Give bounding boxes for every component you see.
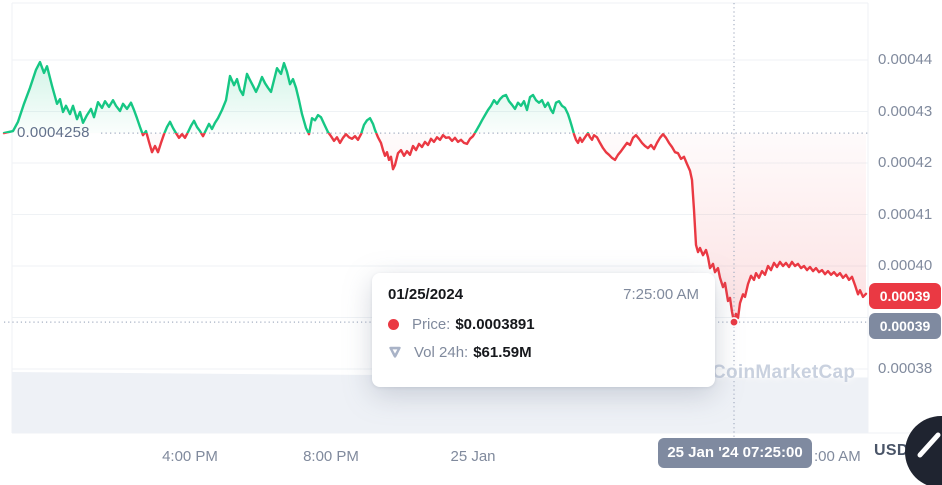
volume-marker-icon — [388, 346, 402, 359]
price-line-down — [2, 133, 868, 324]
floating-action-button[interactable] — [905, 416, 942, 485]
x-axis-tick-label: 25 Jan — [450, 448, 496, 465]
tooltip-vol-label: Vol 24h: — [414, 344, 469, 361]
y-axis-tick-label: 0.00041 — [878, 205, 933, 223]
tooltip-header: 01/25/2024 7:25:00 AM — [388, 286, 699, 303]
tooltip-time: 7:25:00 AM — [623, 286, 699, 303]
chart-tooltip: 01/25/2024 7:25:00 AM Price: $0.0003891 … — [372, 273, 715, 387]
y-axis-tick-label: 0.00042 — [878, 154, 933, 171]
x-axis-tick-label: 8:00 PM — [303, 448, 359, 465]
area-fill-down — [142, 133, 866, 323]
tooltip-price-label: Price: — [412, 316, 451, 333]
tooltip-price-row: Price: $0.0003891 — [388, 316, 699, 333]
baseline-price-label: 0.0004258 — [17, 124, 90, 141]
tooltip-vol-value: $61.59M — [473, 344, 532, 361]
y-axis-tick-label: 0.00040 — [878, 257, 933, 274]
currency-label: USD — [874, 442, 909, 459]
tooltip-date: 01/25/2024 — [388, 286, 464, 303]
x-axis-tick-label: :00 AM — [814, 448, 861, 465]
last-price-badge: 0.00039 — [869, 283, 941, 309]
y-axis-tick-label: 0.00044 — [878, 51, 933, 68]
crosshair-marker-dot — [728, 317, 739, 328]
crosshair-price-badge: 0.00039 — [869, 313, 941, 339]
tooltip-price-value: $0.0003891 — [455, 316, 535, 333]
volume-band — [12, 372, 868, 433]
x-axis-tick-label: 4:00 PM — [162, 448, 218, 465]
coinmarketcap-watermark: CoinMarketCap — [712, 362, 856, 383]
price-series-dot-icon — [388, 319, 399, 330]
crosshair-time-badge: 25 Jan '24 07:25:00 — [658, 438, 812, 468]
tooltip-volume-row: Vol 24h: $61.59M — [388, 344, 699, 361]
arrow-up-right-icon — [917, 432, 941, 458]
y-axis-tick-label: 0.00038 — [878, 360, 933, 377]
y-axis-tick-label: 0.00043 — [878, 102, 933, 120]
